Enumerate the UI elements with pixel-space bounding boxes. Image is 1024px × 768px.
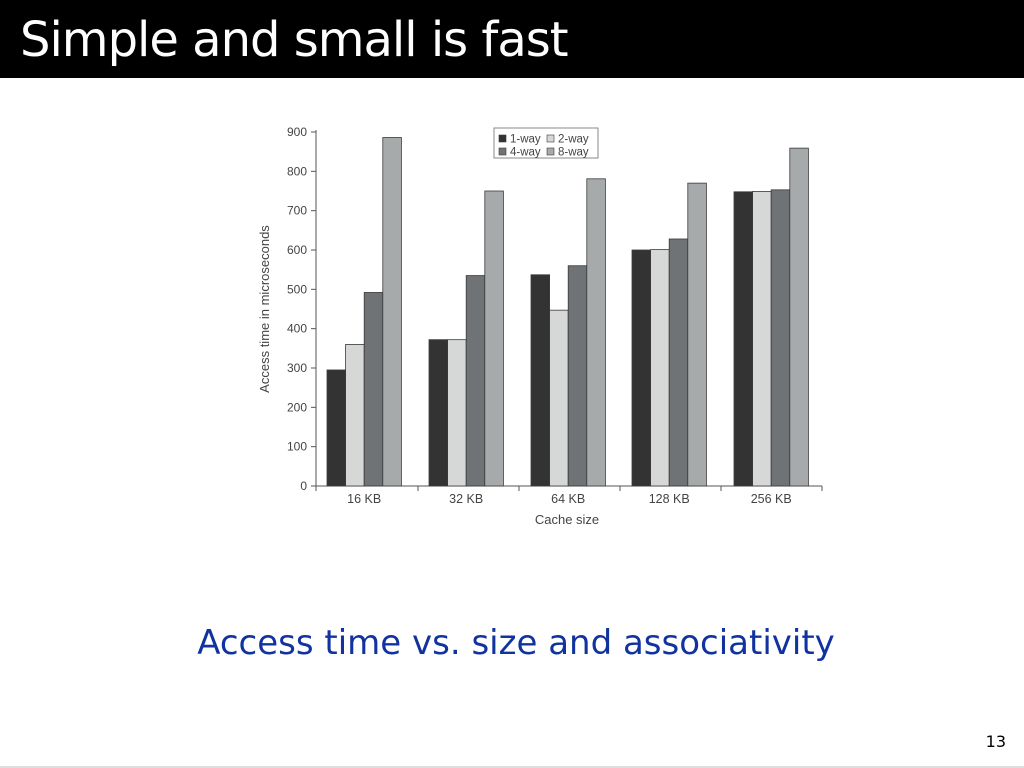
y-tick-label: 900 (287, 125, 307, 139)
bar-8-way-32kb (484, 190, 504, 487)
bar-2-way-128kb (650, 249, 670, 487)
legend-swatch-8-way (546, 147, 555, 156)
bar-4-way-256kb (770, 189, 791, 487)
bar-2-way-32kb (447, 339, 467, 487)
legend-swatch-1-way (498, 134, 507, 143)
slide-title: Simple and small is fast (20, 12, 569, 68)
x-tick-label: 128 KB (649, 492, 690, 506)
y-tick-label: 100 (287, 440, 307, 454)
legend-label-2-way: 2-way (558, 134, 589, 146)
bar-2-way-256kb (752, 190, 772, 487)
footer-divider (0, 766, 1024, 768)
y-tick-label: 200 (287, 400, 307, 414)
bar-2-way-16kb (345, 343, 365, 487)
bar-1-way-256kb (733, 191, 754, 487)
legend-label-4-way: 4-way (510, 147, 541, 159)
y-tick-label: 400 (287, 322, 307, 336)
bar-8-way-64kb (586, 178, 606, 487)
y-tick-label: 300 (287, 361, 307, 375)
x-tick-label: 16 KB (347, 492, 381, 506)
y-tick-label: 0 (300, 479, 307, 493)
y-tick-label: 700 (287, 204, 307, 218)
x-tick-label: 256 KB (751, 492, 792, 506)
bar-1-way-16kb (326, 369, 347, 487)
bar-2-way-64kb (549, 309, 569, 487)
bar-4-way-64kb (567, 265, 588, 487)
x-tick-label: 32 KB (449, 492, 483, 506)
x-tick-label: 64 KB (551, 492, 585, 506)
bar-1-way-32kb (428, 339, 449, 487)
legend-swatch-2-way (546, 134, 555, 143)
legend-label-1-way: 1-way (510, 134, 541, 146)
y-tick-label: 600 (287, 243, 307, 257)
y-axis-title: Access time in microseconds (257, 225, 272, 393)
page-number: 13 (985, 732, 1006, 751)
bar-4-way-32kb (465, 275, 486, 487)
slide-caption: Access time vs. size and associativity (197, 623, 835, 663)
bar-1-way-64kb (530, 274, 551, 487)
bar-4-way-128kb (668, 238, 689, 487)
y-tick-label: 500 (287, 282, 307, 296)
bar-8-way-256kb (789, 147, 809, 487)
bar-8-way-128kb (687, 182, 707, 487)
bar-1-way-128kb (631, 249, 652, 487)
title-bar: Simple and small is fast (0, 0, 1024, 78)
bar-8-way-16kb (382, 137, 402, 487)
legend-label-8-way: 8-way (558, 147, 589, 159)
x-axis-title: Cache size (535, 512, 599, 527)
bar-4-way-16kb (363, 292, 384, 487)
y-tick-label: 800 (287, 164, 307, 178)
legend-box (493, 127, 599, 159)
legend-swatch-4-way (498, 147, 507, 156)
